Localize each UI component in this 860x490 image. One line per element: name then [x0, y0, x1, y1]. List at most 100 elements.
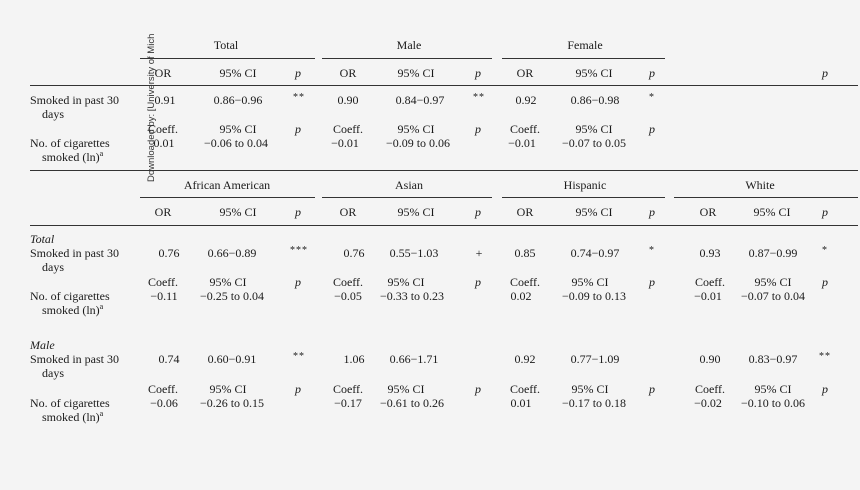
- subheader-p: p: [295, 205, 301, 219]
- cell-ci: −0.06 to 0.04: [203, 136, 269, 150]
- subheader-coeff: Coeff.: [509, 122, 541, 136]
- cell-ci: 0.74−0.97: [570, 246, 620, 260]
- cell-ci: 0.84−0.97: [395, 93, 445, 107]
- download-watermark: Downloaded by: [University of Mich: [146, 33, 157, 182]
- cell-or: 0.92: [515, 93, 537, 107]
- subheader-or: OR: [339, 205, 357, 219]
- cell-ci: −0.33 to 0.23: [379, 289, 445, 303]
- header-rule: [30, 225, 858, 226]
- row-label-smoked: Smoked in past 30: [30, 93, 119, 107]
- subheader-ci: 95% CI: [209, 382, 247, 396]
- row-label-cigarettes-cont: smoked (ln)a: [42, 302, 104, 318]
- subheader-ci: 95% CI: [575, 66, 613, 80]
- cell-ci: 0.66−0.89: [207, 246, 257, 260]
- cell-p: **: [819, 351, 831, 362]
- cell-ci: −0.10 to 0.06: [740, 396, 806, 410]
- group-header-male: Male: [396, 38, 422, 52]
- cell-ci: 0.55−1.03: [389, 246, 439, 260]
- cell-p: **: [293, 92, 305, 103]
- subheader-ci: 95% CI: [575, 122, 613, 136]
- subheader-p: p: [295, 275, 301, 289]
- subheader-p: p: [475, 66, 481, 80]
- cell-ci: −0.09 to 0.06: [385, 136, 451, 150]
- cell-ci: −0.07 to 0.04: [740, 289, 806, 303]
- subheader-p: p: [475, 382, 481, 396]
- cell-ci: 0.60−0.91: [207, 352, 257, 366]
- subheader-ci: 95% CI: [397, 122, 435, 136]
- subheader-coeff: Coeff.: [332, 382, 364, 396]
- cell-ci: −0.61 to 0.26: [379, 396, 445, 410]
- row-label-cigarettes: No. of cigarettes: [30, 396, 110, 410]
- subheader-coeff: Coeff.: [332, 275, 364, 289]
- subheader-ci: 95% CI: [387, 275, 425, 289]
- cell-coeff: 0.01: [510, 396, 532, 410]
- group-rule: [674, 197, 858, 198]
- subheader-p: p: [822, 275, 828, 289]
- subheader-ci: 95% CI: [754, 382, 792, 396]
- group-header-female: Female: [567, 38, 603, 52]
- subheader-coeff: Coeff.: [694, 275, 726, 289]
- row-label-cigarettes-cont: smoked (ln)a: [42, 409, 104, 425]
- cell-ci: 0.87−0.99: [748, 246, 798, 260]
- subheader-p: p: [295, 122, 301, 136]
- cell-ci: −0.25 to 0.04: [199, 289, 265, 303]
- section-rule: [30, 170, 858, 171]
- subheader-ci: 95% CI: [397, 66, 435, 80]
- row-label-smoked-cont: days: [42, 366, 64, 380]
- subsection-label-male: Male: [30, 338, 55, 352]
- subheader-ci: 95% CI: [387, 382, 425, 396]
- subheader-p: p: [475, 205, 481, 219]
- cell-coeff: 0.02: [510, 289, 532, 303]
- subheader-coeff: Coeff.: [509, 275, 541, 289]
- subheader-p: p: [649, 122, 655, 136]
- subheader-coeff: Coeff.: [694, 382, 726, 396]
- cell-p: *: [649, 92, 655, 103]
- subheader-ci: 95% CI: [397, 205, 435, 219]
- subheader-coeff: Coeff.: [147, 122, 179, 136]
- subheader-p-extra: p: [822, 66, 828, 80]
- subheader-p: p: [822, 205, 828, 219]
- group-rule: [502, 197, 665, 198]
- subheader-p: p: [475, 122, 481, 136]
- cell-coeff: −0.05: [334, 289, 362, 303]
- group-rule-female: [502, 58, 665, 59]
- subheader-or: OR: [699, 205, 717, 219]
- subheader-p: p: [649, 275, 655, 289]
- cell-ci: 0.86−0.98: [570, 93, 620, 107]
- cell-or: 0.90: [337, 93, 359, 107]
- cell-or: 0.76: [158, 246, 180, 260]
- row-label-cigarettes-cont: smoked (ln)a: [42, 149, 104, 165]
- cell-ci: −0.09 to 0.13: [561, 289, 627, 303]
- group-header-asian: Asian: [395, 178, 423, 192]
- cell-ci: 0.83−0.97: [748, 352, 798, 366]
- cell-ci: −0.17 to 0.18: [561, 396, 627, 410]
- row-label-smoked-cont: days: [42, 260, 64, 274]
- cell-ci: 0.77−1.09: [570, 352, 620, 366]
- subheader-or: OR: [339, 66, 357, 80]
- row-label-smoked: Smoked in past 30: [30, 352, 119, 366]
- subheader-ci: 95% CI: [219, 122, 257, 136]
- subheader-or: OR: [516, 66, 534, 80]
- group-header-african-american: African American: [183, 178, 271, 192]
- cell-coeff: 0.01: [153, 136, 175, 150]
- subheader-p: p: [822, 382, 828, 396]
- header-rule: [30, 85, 858, 86]
- cell-p: *: [822, 245, 828, 256]
- cell-or: 0.91: [154, 93, 176, 107]
- cell-p: *: [649, 245, 655, 256]
- row-label-cigarettes: No. of cigarettes: [30, 289, 110, 303]
- subheader-ci: 95% CI: [753, 205, 791, 219]
- cell-coeff: −0.01: [508, 136, 536, 150]
- subheader-p: p: [475, 275, 481, 289]
- cell-ci: 0.66−1.71: [389, 352, 439, 366]
- cell-ci: −0.26 to 0.15: [199, 396, 265, 410]
- cell-or: 0.92: [514, 352, 536, 366]
- cell-or: 0.90: [699, 352, 721, 366]
- cell-or: 0.85: [514, 246, 536, 260]
- subheader-p: p: [649, 205, 655, 219]
- group-rule: [322, 197, 492, 198]
- cell-coeff: −0.02: [694, 396, 722, 410]
- row-label-smoked: Smoked in past 30: [30, 246, 119, 260]
- subheader-ci: 95% CI: [571, 382, 609, 396]
- subheader-ci: 95% CI: [219, 205, 257, 219]
